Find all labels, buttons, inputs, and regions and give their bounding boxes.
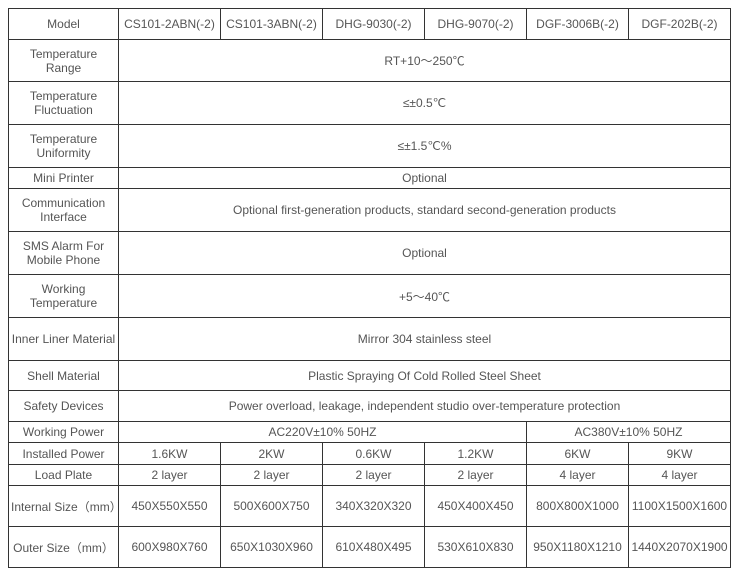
row-label: Safety Devices (9, 391, 119, 422)
data-cell: 2 layer (119, 464, 221, 485)
data-cell: 600X980X760 (119, 527, 221, 568)
row-label: SMS Alarm For Mobile Phone (9, 232, 119, 275)
row-value: RT+10～250℃ (119, 39, 731, 82)
model-header: DHG-9030(-2) (323, 9, 425, 40)
row-value: ≤±0.5℃ (119, 82, 731, 125)
row-label: Shell Material (9, 360, 119, 391)
model-header: DGF-202B(-2) (629, 9, 731, 40)
row-label: Inner Liner Material (9, 317, 119, 360)
data-cell: 2 layer (221, 464, 323, 485)
row-label: Working Temperature (9, 275, 119, 318)
data-cell: 610X480X495 (323, 527, 425, 568)
data-cell: 450X400X450 (425, 486, 527, 527)
row-label: Working Power (9, 421, 119, 442)
spec-table: ModelCS101-2ABN(-2)CS101-3ABN(-2)DHG-903… (8, 8, 731, 568)
working-power-right: AC380V±10% 50HZ (527, 421, 731, 442)
row-value: Mirror 304 stainless steel (119, 317, 731, 360)
row-label: Internal Size（mm） (9, 486, 119, 527)
row-label: Temperature Uniformity (9, 125, 119, 168)
row-value: Plastic Spraying Of Cold Rolled Steel Sh… (119, 360, 731, 391)
row-label: Temperature Fluctuation (9, 82, 119, 125)
row-value: ≤±1.5℃% (119, 125, 731, 168)
data-cell: 340X320X320 (323, 486, 425, 527)
model-header: CS101-2ABN(-2) (119, 9, 221, 40)
model-header: DHG-9070(-2) (425, 9, 527, 40)
row-label: Communication Interface (9, 189, 119, 232)
row-value: Power overload, leakage, independent stu… (119, 391, 731, 422)
data-cell: 2 layer (323, 464, 425, 485)
model-header: DGF-3006B(-2) (527, 9, 629, 40)
model-header: CS101-3ABN(-2) (221, 9, 323, 40)
data-cell: 4 layer (629, 464, 731, 485)
row-label: Installed Power (9, 443, 119, 464)
data-cell: 2 layer (425, 464, 527, 485)
data-cell: 500X600X750 (221, 486, 323, 527)
data-cell: 800X800X1000 (527, 486, 629, 527)
header-label: Model (9, 9, 119, 40)
data-cell: 9KW (629, 443, 731, 464)
row-label: Outer Size（mm） (9, 527, 119, 568)
data-cell: 1440X2070X1900 (629, 527, 731, 568)
data-cell: 0.6KW (323, 443, 425, 464)
data-cell: 650X1030X960 (221, 527, 323, 568)
working-power-left: AC220V±10% 50HZ (119, 421, 527, 442)
row-label: Mini Printer (9, 168, 119, 189)
data-cell: 530X610X830 (425, 527, 527, 568)
data-cell: 4 layer (527, 464, 629, 485)
row-label: Load Plate (9, 464, 119, 485)
data-cell: 6KW (527, 443, 629, 464)
data-cell: 450X550X550 (119, 486, 221, 527)
row-value: Optional (119, 232, 731, 275)
data-cell: 1.2KW (425, 443, 527, 464)
row-value: Optional first-generation products, stan… (119, 189, 731, 232)
row-value: Optional (119, 168, 731, 189)
data-cell: 1.6KW (119, 443, 221, 464)
data-cell: 2KW (221, 443, 323, 464)
row-label: Temperature Range (9, 39, 119, 82)
row-value: +5～40℃ (119, 275, 731, 318)
data-cell: 950X1180X1210 (527, 527, 629, 568)
data-cell: 1100X1500X1600 (629, 486, 731, 527)
spec-table-body: ModelCS101-2ABN(-2)CS101-3ABN(-2)DHG-903… (9, 9, 731, 568)
